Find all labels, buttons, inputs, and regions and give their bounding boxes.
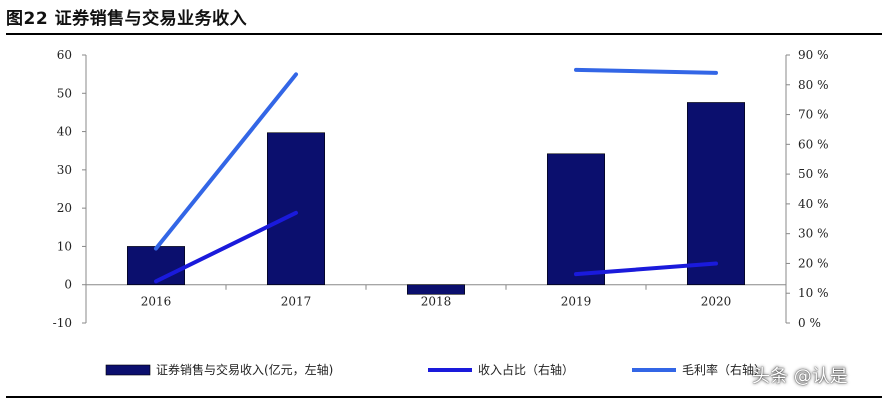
category-label: 2017 [281,295,312,309]
left-tick-label: 60 [57,48,72,62]
right-tick-label: 10 % [798,286,829,300]
right-tick-label: 70 % [798,108,829,122]
title-rule [6,33,882,35]
bar-2018 [406,284,465,295]
legend-label-margin: 毛利率（右轴） [682,362,766,377]
left-tick-label: 0 [64,278,72,292]
line-series [154,67,718,284]
share-line-segment [574,261,718,277]
bar-2016 [127,246,186,286]
legend-label-share: 收入占比（右轴） [478,362,574,377]
margin-line-segment [154,72,298,251]
bar-2017 [266,132,325,286]
right-tick-label: 20 % [798,256,829,270]
legend-swatch-bar [105,364,151,376]
chart-title: 图22 证券销售与交易业务收入 [6,9,248,29]
share-line-segment [154,210,298,284]
category-label: 2019 [561,295,592,309]
legend-label-bar: 证券销售与交易收入(亿元，左轴) [156,362,333,377]
left-tick-label: 40 [57,125,72,139]
right-tick-label: 30 % [798,227,829,241]
bar-series [127,102,745,295]
left-tick-label: 30 [57,163,72,177]
watermark-text: 头条 @认是 [752,366,848,387]
right-tick-label: 80 % [798,78,829,92]
margin-line-segment [574,67,718,75]
right-tick-label: 40 % [798,197,829,211]
bottom-rule [6,396,882,398]
category-label: 2018 [421,295,452,309]
bar-2020 [686,102,745,286]
chart-legend: 证券销售与交易收入(亿元，左轴) 收入占比（右轴） 毛利率（右轴） [105,362,766,377]
tick-labels: -10 0 10 20 30 40 50 60 0 % 10 % 20 % 30 % 40 % 50 % 6… [53,48,829,330]
category-label: 2020 [701,295,732,309]
left-tick-label: 10 [57,239,72,253]
right-tick-label: 60 % [798,137,829,151]
left-tick-label: 50 [57,86,72,100]
right-tick-label: 90 % [798,48,829,62]
chart-axes [82,54,790,324]
category-label: 2016 [141,295,172,309]
left-tick-label: 20 [57,201,72,215]
right-tick-label: 50 % [798,167,829,181]
left-tick-label: -10 [53,316,72,330]
bar-2019 [546,153,605,286]
right-tick-label: 0 % [798,316,821,330]
